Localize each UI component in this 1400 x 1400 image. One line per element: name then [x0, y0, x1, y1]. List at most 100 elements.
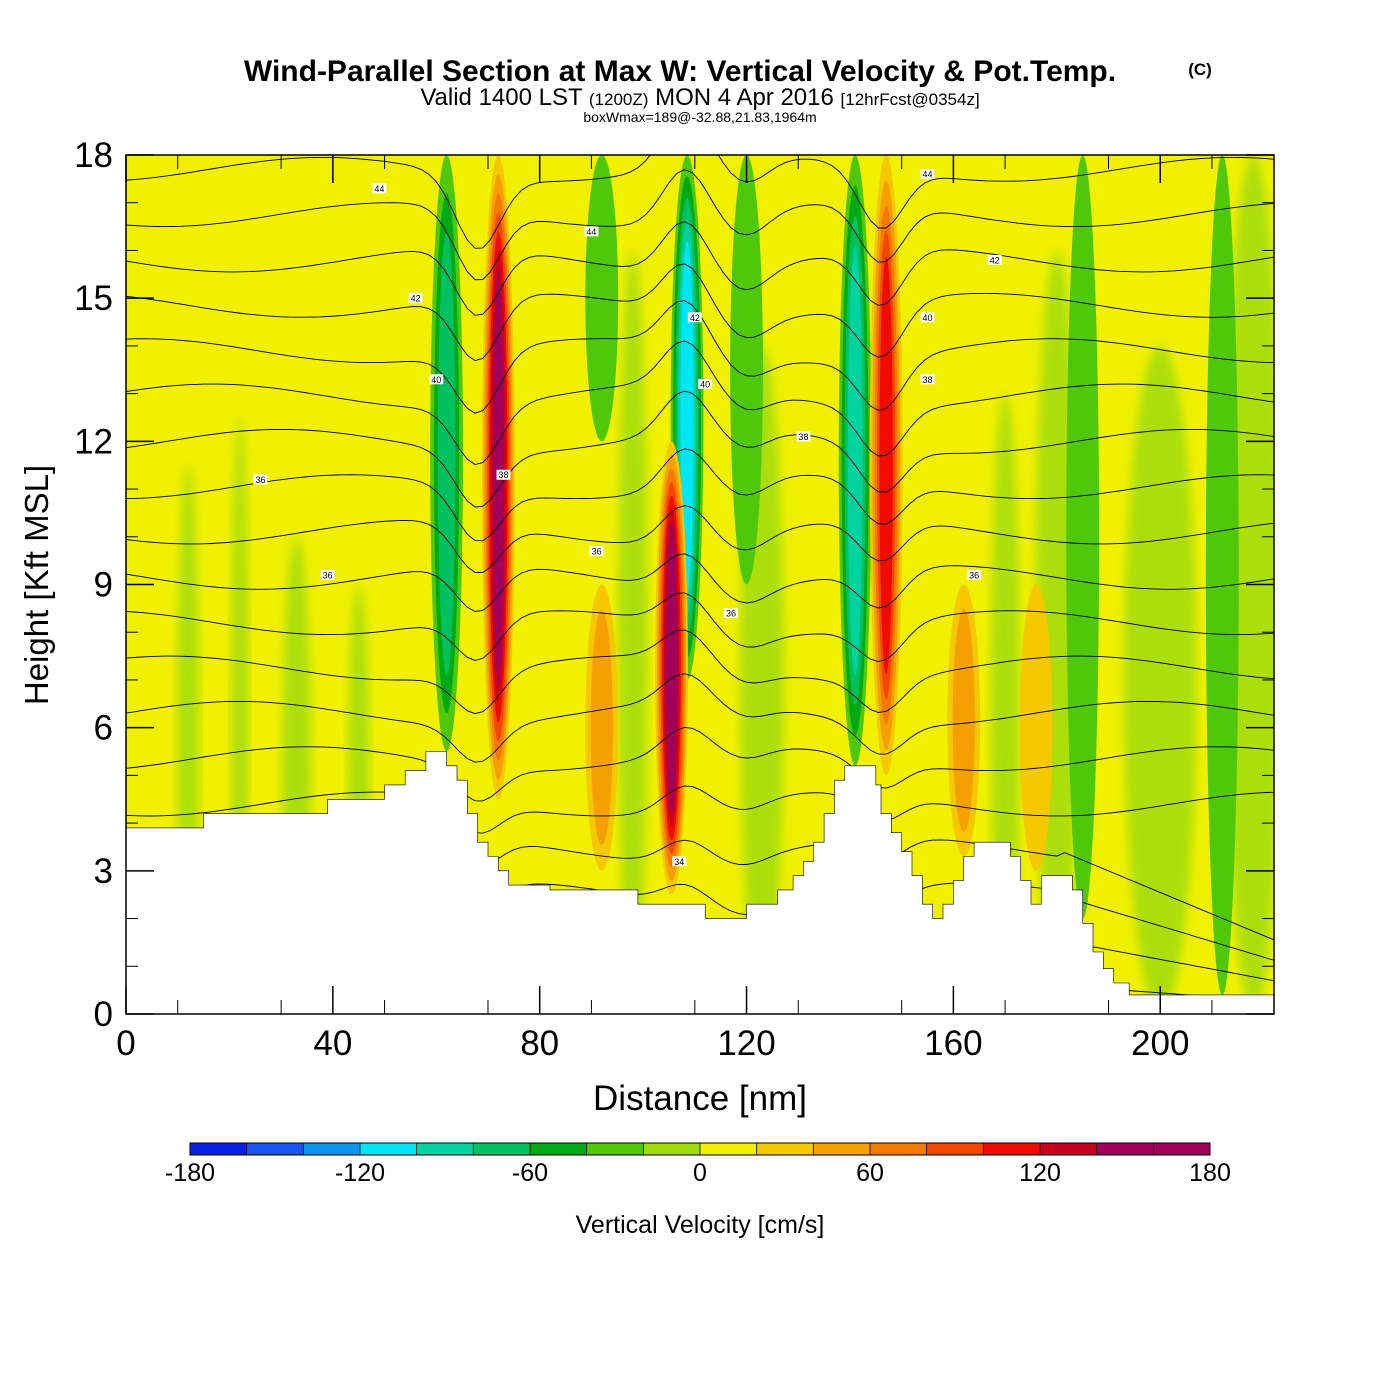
colorbar-tick-label: 180	[1189, 1159, 1231, 1187]
isentrope-line	[126, 263, 1274, 362]
y-tick-label: 12	[74, 422, 113, 461]
updraft-core	[665, 522, 678, 814]
colorbar-swatch	[190, 1143, 247, 1155]
contour-label-bg	[920, 374, 935, 385]
contour-label-bg	[796, 431, 811, 442]
isentrope-line	[126, 448, 1274, 542]
colorbar-swatch	[870, 1143, 927, 1155]
x-tick-label: 0	[116, 1024, 135, 1063]
colorbar-swatch	[530, 1143, 587, 1155]
valid-time: Valid 1400 LST (1200Z) MON 4 Apr 2016 [1…	[420, 84, 979, 111]
contour-label-bg	[920, 169, 935, 180]
downdraft-core	[730, 155, 763, 585]
contour-label: 44	[584, 226, 599, 237]
x-axis: 0 40 80 120 160 200	[116, 155, 1213, 1063]
contour-label: 38	[796, 431, 811, 442]
contour-label-bg	[429, 374, 444, 385]
valid-utc: (1200Z)	[589, 90, 649, 109]
contour-label: 44	[372, 183, 387, 194]
forecast-label: [12hrFcst@0354z]	[841, 90, 980, 109]
y-tick-label: 15	[74, 279, 113, 318]
contour-label: 42	[987, 254, 1002, 265]
isentrope-line	[126, 592, 1274, 662]
contour-label-bg	[698, 379, 713, 390]
contour-label: 42	[687, 312, 702, 323]
plot-area: 44 44 44 42 42 42 40 40 40 38 38 38 36 36 36 36 36 34	[126, 155, 1274, 1014]
contour-label: 36	[724, 608, 739, 619]
x-axis-label: Distance [nm]	[593, 1079, 807, 1118]
contour-label-bg	[987, 254, 1002, 265]
contour-label: 44	[920, 169, 935, 180]
colorbar-swatch	[926, 1143, 984, 1155]
colorbar-swatch	[586, 1143, 644, 1155]
updraft-core	[590, 610, 613, 846]
contour-label-bg	[253, 474, 268, 485]
colorbar-swatch	[246, 1143, 304, 1155]
contour-label-text: 44	[923, 170, 933, 180]
contour-label-text: 40	[923, 313, 933, 323]
isentrope-line	[126, 553, 1274, 612]
contour-label: 40	[920, 312, 935, 323]
contour-label: 36	[320, 569, 335, 580]
isentrope-line	[126, 629, 1274, 715]
x-tick-label: 200	[1131, 1024, 1189, 1063]
contour-label-bg	[584, 226, 599, 237]
colorbar-swatch	[1153, 1143, 1211, 1155]
isentrope-line	[126, 221, 1274, 316]
contour-label: 40	[698, 379, 713, 390]
isentrope-line	[126, 390, 1274, 508]
colorbar-label: Vertical Velocity [cm/s]	[576, 1211, 825, 1239]
colorbar-swatch	[303, 1143, 361, 1155]
colorbar-swatch	[416, 1143, 474, 1155]
updraft-core	[952, 608, 975, 833]
y-tick-label: 18	[74, 136, 113, 175]
contour-label-text: 36	[592, 547, 602, 557]
y-axis-label: Height [Kft MSL]	[18, 465, 55, 705]
colorbar-tick-label: -120	[335, 1159, 385, 1187]
x-tick-label: 160	[924, 1024, 982, 1063]
box-wmax-label: boxWmax=189@-32.88,21.83,1964m	[583, 109, 816, 125]
colorbar-swatch	[756, 1143, 814, 1155]
y-tick-label: 6	[94, 709, 113, 748]
colorbar-swatch	[983, 1143, 1041, 1155]
contour-label-text: 44	[586, 227, 596, 237]
colorbar-tick-label: 60	[856, 1159, 884, 1187]
contour-label-bg	[408, 293, 423, 304]
updraft-core	[879, 256, 893, 674]
velocity-cores	[430, 155, 1239, 995]
downdraft-core	[1066, 155, 1100, 919]
valid-prefix: Valid 1400 LST	[420, 84, 583, 111]
colorbar-swatch	[813, 1143, 871, 1155]
potential-temperature-contours	[126, 155, 1274, 1014]
weak-downdraft-zone	[618, 250, 648, 1014]
x-tick-label: 40	[313, 1024, 352, 1063]
copyright-mark: (C)	[1188, 60, 1212, 79]
y-tick-label: 9	[94, 566, 113, 605]
weak-downdraft-zone	[1124, 345, 1197, 1014]
contour-label-bg	[320, 569, 335, 580]
isentrope-line	[126, 169, 1274, 281]
contour-label: 36	[589, 546, 604, 557]
terrain-mask	[126, 751, 1274, 1014]
valid-date: MON 4 Apr 2016	[655, 84, 834, 111]
contour-label-text: 38	[798, 432, 808, 442]
isentrope-line	[126, 505, 1274, 573]
colorbar-swatch	[1096, 1143, 1154, 1155]
contour-label-text: 36	[323, 570, 333, 580]
contour-label-bg	[496, 469, 511, 480]
contour-label-bg	[589, 546, 604, 557]
colorbar-tick-label: 120	[1019, 1159, 1061, 1187]
contour-label-bg	[372, 183, 387, 194]
downdraft-core	[437, 231, 456, 675]
isentrope-line	[126, 785, 1274, 834]
contour-label: 38	[920, 374, 935, 385]
contour-label-text: 36	[726, 609, 736, 619]
contour-label-text: 40	[431, 375, 441, 385]
contour-label-text: 34	[674, 857, 684, 867]
colorbar-tick-label: -60	[512, 1159, 548, 1187]
chart-title: Wind-Parallel Section at Max W: Vertical…	[244, 55, 1116, 88]
isentrope-line	[126, 673, 1274, 763]
updraft-core	[1019, 584, 1053, 871]
